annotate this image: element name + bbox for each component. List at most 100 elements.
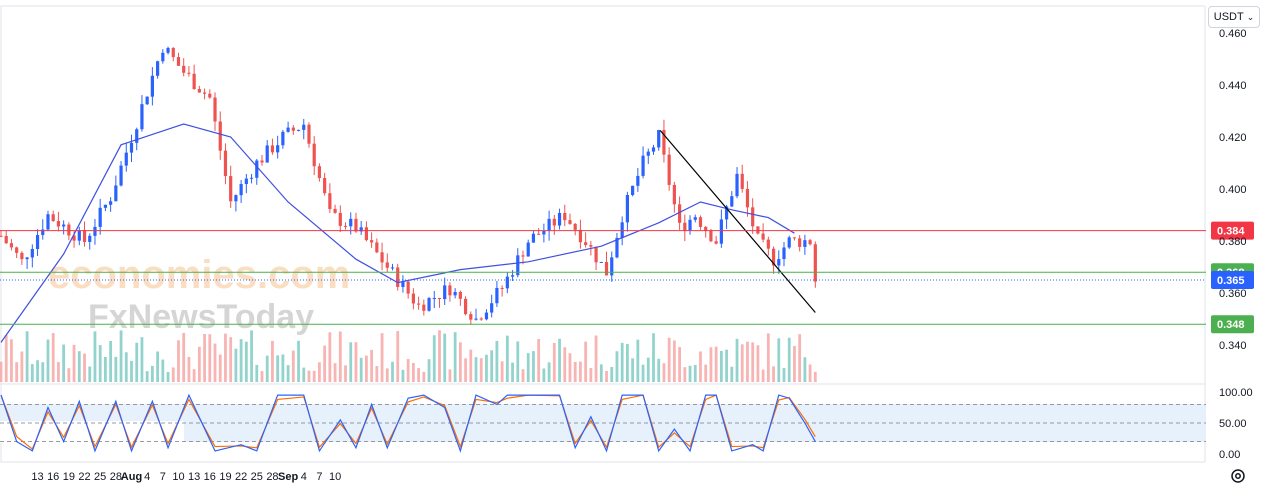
candle-body (124, 152, 128, 166)
candle-body (798, 238, 802, 247)
candle-body (187, 72, 191, 74)
candle-body (286, 127, 290, 132)
volume-bar (62, 344, 66, 382)
volume-bar (532, 351, 535, 382)
volume-bar (182, 332, 186, 382)
candle-body (453, 292, 457, 296)
candle-body (302, 124, 306, 130)
volume-bar (521, 369, 525, 382)
candle-body (417, 303, 421, 305)
volume-bar (495, 340, 499, 382)
volume-bar (693, 365, 697, 382)
volume-bar (516, 341, 520, 382)
candle-body (166, 47, 170, 53)
candle-body (93, 226, 97, 236)
candle-body (542, 230, 546, 235)
date-tick-label: 22 (78, 471, 90, 483)
candle-body (490, 303, 494, 313)
volume-bar (203, 333, 206, 382)
volume-bar (135, 342, 139, 382)
candle-body (171, 47, 175, 58)
support2-badge-label: 0.348 (1217, 319, 1245, 331)
candle-body (704, 226, 708, 231)
candle-body (98, 207, 102, 227)
candle-body (516, 255, 520, 276)
candle-body (615, 237, 619, 258)
volume-bar (406, 359, 410, 382)
candle-body (693, 217, 697, 220)
candle-body (56, 221, 61, 227)
volume-bar (636, 339, 640, 382)
candle-body (510, 275, 515, 277)
volume-bar (365, 355, 368, 382)
candle-body (531, 233, 536, 243)
candle-body (427, 298, 431, 311)
volume-bar (714, 346, 718, 382)
candle-body (25, 257, 29, 260)
candle-body (328, 193, 332, 209)
volume-bar (793, 345, 796, 382)
candle-body (62, 224, 66, 227)
candle-body (735, 173, 739, 197)
candle-body (202, 92, 207, 94)
volume-bar (192, 369, 196, 382)
candle-body (740, 173, 744, 189)
volume-bar (485, 354, 488, 382)
candle-body (495, 287, 499, 304)
candle-body (208, 93, 212, 98)
date-tick-label: 25 (251, 471, 263, 483)
volume-bar (265, 355, 269, 382)
candle-body (437, 297, 442, 300)
volume-bar (751, 342, 755, 382)
candle-body (145, 96, 149, 105)
volume-bar (438, 330, 441, 382)
price-tick-label: 0.340 (1219, 340, 1247, 352)
volume-bar (761, 369, 765, 382)
volume-bar (145, 371, 149, 382)
candle-body (751, 207, 755, 227)
volume-bar (615, 351, 619, 382)
candle-body (563, 212, 567, 221)
date-tick-label: 10 (329, 471, 341, 483)
volume-bar (542, 368, 546, 382)
support2-badge (1211, 315, 1254, 334)
candle-body (463, 298, 468, 315)
currency-selector[interactable]: USDT ⌄ (1208, 6, 1260, 28)
gear-icon[interactable] (1228, 466, 1248, 486)
volume-bar (417, 368, 420, 382)
volume-bar (396, 330, 400, 382)
candle-body (657, 129, 661, 148)
candle-body (625, 194, 629, 223)
volume-bar (67, 368, 71, 382)
candle-body (77, 230, 81, 241)
volume-bar (599, 364, 603, 382)
volume-bar (662, 363, 666, 382)
candle-body (443, 285, 447, 300)
volume-bar (218, 354, 222, 382)
candle-body (636, 175, 640, 186)
volume-bar (401, 369, 405, 382)
volume-bar (678, 347, 681, 382)
volume-bar (239, 339, 243, 382)
candle-body (140, 104, 144, 130)
volume-bar (385, 368, 389, 382)
candle-body (244, 178, 248, 185)
candle-body (683, 222, 687, 231)
candle-body (20, 252, 24, 260)
candle-body (323, 178, 327, 194)
volume-bar (552, 342, 556, 382)
candle-body (557, 212, 562, 226)
volume-bar (213, 343, 217, 382)
candle-body (135, 129, 139, 143)
candle-body (396, 267, 400, 288)
candle-body (411, 293, 415, 304)
volume-bar (667, 337, 671, 382)
volume-bars (0, 330, 817, 382)
volume-bar (469, 349, 473, 382)
candle-body (787, 237, 791, 248)
volume-bar (333, 363, 337, 382)
candle-body (30, 248, 34, 258)
candle-body (41, 229, 45, 235)
candle-body (808, 240, 812, 245)
candle-body (469, 314, 473, 320)
